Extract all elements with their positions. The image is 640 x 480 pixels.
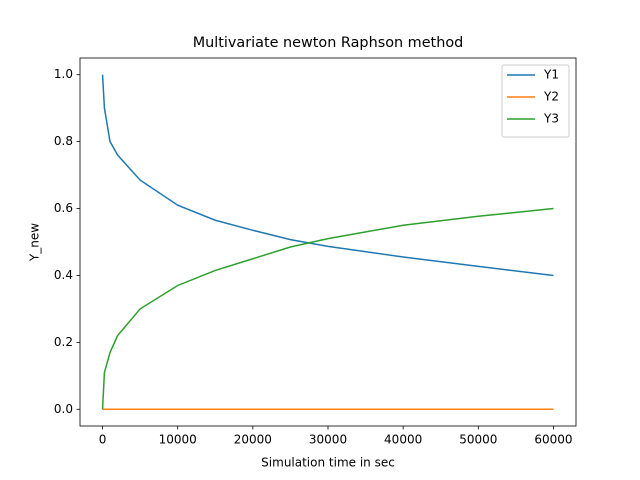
legend-label: Y3	[543, 112, 559, 126]
legend-label: Y2	[543, 90, 559, 104]
plot-frame	[79, 57, 577, 427]
x-tick-label: 20000	[234, 433, 272, 447]
x-tick-label: 30000	[309, 433, 347, 447]
line-series	[101, 74, 554, 277]
line-series	[101, 207, 554, 410]
y-tick-label: 0.0	[54, 402, 73, 416]
legend-label: Y1	[543, 68, 559, 82]
x-tick-label: 40000	[384, 433, 422, 447]
y-tick-label: 1.0	[54, 67, 73, 81]
y-tick-label: 0.6	[54, 201, 73, 215]
chart-title: Multivariate newton Raphson method	[193, 35, 464, 51]
y-tick-label: 0.8	[54, 134, 73, 148]
x-tick-label: 60000	[534, 433, 572, 447]
x-tick-label: 50000	[459, 433, 497, 447]
x-tick-label: 10000	[159, 433, 197, 447]
y-tick-label: 0.2	[54, 335, 73, 349]
y-axis-label: Y_new	[28, 223, 42, 262]
x-axis-label: Simulation time in sec	[261, 456, 395, 470]
x-tick-label: 0	[99, 433, 107, 447]
y-tick-label: 0.4	[54, 268, 73, 282]
